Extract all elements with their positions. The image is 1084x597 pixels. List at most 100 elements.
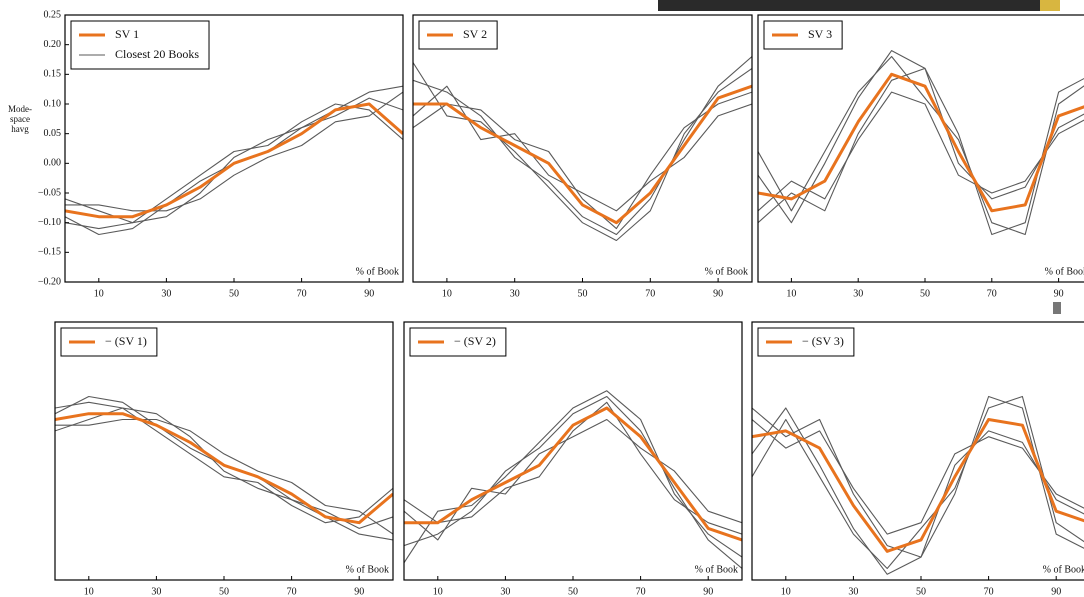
plot-frame <box>757 14 1084 283</box>
main-line <box>752 418 1084 553</box>
plot-frame <box>54 321 394 581</box>
legend-label: SV 1 <box>115 27 139 41</box>
x-tick-label: 10 <box>781 586 791 597</box>
x-tick-label: 30 <box>510 288 520 299</box>
x-tick-label: 10 <box>84 586 94 597</box>
x-tick-label: 90 <box>354 586 364 597</box>
x-tick-label: 90 <box>703 586 713 597</box>
x-tick-label: 30 <box>151 586 161 597</box>
main-line <box>55 412 393 525</box>
x-tick-label: 50 <box>916 586 926 597</box>
x-tick-label: 70 <box>645 288 655 299</box>
y-tick-label: −0.15 <box>38 247 61 258</box>
y-tick-label: 0.10 <box>44 98 62 109</box>
book-line <box>65 97 403 224</box>
y-tick-label: 0.15 <box>44 69 62 80</box>
x-tick-label: 30 <box>853 288 863 299</box>
x-tick-label: 50 <box>920 288 930 299</box>
x-tick-label: 90 <box>713 288 723 299</box>
y-tick-label: −0.10 <box>38 217 61 228</box>
x-tick-label: 90 <box>1054 288 1064 299</box>
legend: SV 3 <box>763 20 843 50</box>
decoration <box>1053 302 1061 314</box>
x-tick-label: 70 <box>287 586 297 597</box>
book-line <box>413 62 752 242</box>
legend-label: − (SV 1) <box>105 334 147 348</box>
book-line <box>752 419 1084 535</box>
legend: − (SV 3) <box>757 327 855 357</box>
x-tick-label: 70 <box>984 586 994 597</box>
y-tick-label: 0.25 <box>44 9 62 20</box>
book-line <box>404 390 742 564</box>
x-tick-label: 30 <box>848 586 858 597</box>
x-tick-label: 70 <box>297 288 307 299</box>
book-line <box>55 401 393 524</box>
x-tick-label: 50 <box>578 288 588 299</box>
legend-label: Closest 20 Books <box>115 47 199 61</box>
plot-frame <box>403 321 743 581</box>
legend-box <box>418 20 498 50</box>
y-tick-label: 0.20 <box>44 39 62 50</box>
x-label: % of Book <box>346 564 389 575</box>
photo-strip-edge <box>1040 0 1060 11</box>
x-tick-label: 10 <box>94 288 104 299</box>
plot-area <box>413 56 752 242</box>
y-label: Mode- <box>8 104 32 114</box>
x-tick-label: 90 <box>364 288 374 299</box>
x-tick-label: 30 <box>161 288 171 299</box>
book-line <box>55 418 393 535</box>
y-label: space <box>10 114 30 124</box>
legend: − (SV 2) <box>409 327 507 357</box>
plot-frame <box>751 321 1084 581</box>
book-line <box>404 395 742 569</box>
book-line <box>758 55 1084 236</box>
x-tick-label: 50 <box>219 586 229 597</box>
book-line <box>413 85 752 212</box>
legend-label: − (SV 2) <box>454 334 496 348</box>
legend-label: − (SV 3) <box>802 334 844 348</box>
legend: − (SV 1) <box>60 327 158 357</box>
plot-area <box>752 395 1084 575</box>
plot-area <box>55 395 393 541</box>
book-line <box>758 50 1084 236</box>
main-line <box>758 72 1084 213</box>
y-tick-label: 0.00 <box>44 158 62 169</box>
main-line <box>65 102 403 219</box>
y-label: havg <box>11 124 29 134</box>
plot-frame <box>412 14 753 283</box>
book-line <box>65 103 403 230</box>
x-tick-label: 10 <box>442 288 452 299</box>
book-line <box>758 91 1084 212</box>
x-label: % of Book <box>1043 564 1084 575</box>
x-label: % of Book <box>1045 266 1084 277</box>
x-tick-label: 10 <box>433 586 443 597</box>
x-tick-label: 30 <box>500 586 510 597</box>
book-line <box>752 395 1084 570</box>
plot-area <box>65 85 403 236</box>
y-tick-label: 0.05 <box>44 128 62 139</box>
photo-strip <box>658 0 1058 11</box>
book-line <box>55 407 393 529</box>
book-line <box>752 395 1084 575</box>
book-line <box>758 67 1084 224</box>
y-tick-label: −0.05 <box>38 187 61 198</box>
plot-area <box>404 390 742 569</box>
y-tick-label: −0.20 <box>38 276 61 287</box>
legend: SV 2 <box>418 20 498 50</box>
x-label: % of Book <box>356 266 399 277</box>
x-tick-label: 70 <box>987 288 997 299</box>
x-tick-label: 10 <box>786 288 796 299</box>
book-line <box>404 401 742 535</box>
plot-area <box>758 50 1084 236</box>
x-label: % of Book <box>695 564 738 575</box>
x-label: % of Book <box>705 266 748 277</box>
main-line <box>404 406 742 542</box>
x-tick-label: 90 <box>1051 586 1061 597</box>
legend-label: SV 3 <box>808 27 832 41</box>
legend-label: SV 2 <box>463 27 487 41</box>
book-line <box>65 91 403 212</box>
x-tick-label: 70 <box>636 586 646 597</box>
legend-box <box>70 20 210 70</box>
main-line <box>413 84 752 225</box>
